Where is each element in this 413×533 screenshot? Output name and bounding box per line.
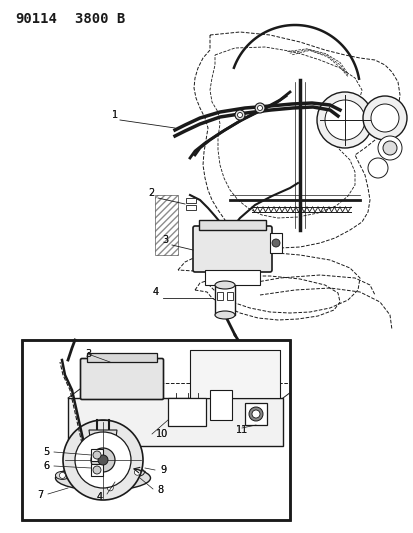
Circle shape xyxy=(257,106,262,110)
Text: 3: 3 xyxy=(161,235,168,245)
Bar xyxy=(0,520,413,533)
Text: 7: 7 xyxy=(37,490,43,500)
Circle shape xyxy=(324,100,364,140)
Text: 8: 8 xyxy=(157,485,163,495)
Bar xyxy=(68,398,282,446)
Text: 5: 5 xyxy=(43,447,49,457)
Text: 10: 10 xyxy=(156,429,168,439)
Text: 5: 5 xyxy=(43,447,49,457)
Ellipse shape xyxy=(214,311,235,319)
Circle shape xyxy=(370,104,398,132)
Text: 3: 3 xyxy=(85,349,91,359)
Text: 1: 1 xyxy=(112,110,118,120)
Circle shape xyxy=(59,472,65,479)
Circle shape xyxy=(93,466,101,474)
Text: 3: 3 xyxy=(161,235,168,245)
Text: 3800 B: 3800 B xyxy=(75,12,125,26)
Circle shape xyxy=(382,141,396,155)
Circle shape xyxy=(63,420,142,500)
Bar xyxy=(244,403,266,425)
Bar xyxy=(91,449,103,461)
Ellipse shape xyxy=(103,484,117,492)
Bar xyxy=(269,233,281,253)
Circle shape xyxy=(377,136,401,160)
Text: 4: 4 xyxy=(153,287,159,297)
Circle shape xyxy=(237,112,242,117)
Circle shape xyxy=(235,110,244,120)
FancyBboxPatch shape xyxy=(192,226,271,272)
Bar xyxy=(22,340,289,520)
Text: 4: 4 xyxy=(97,492,103,502)
Text: 10: 10 xyxy=(156,429,168,439)
Ellipse shape xyxy=(55,465,150,490)
Text: 6: 6 xyxy=(43,461,49,471)
Bar xyxy=(216,292,223,300)
Bar xyxy=(91,464,103,476)
Ellipse shape xyxy=(214,281,235,289)
Text: 3: 3 xyxy=(85,349,91,359)
Text: 6: 6 xyxy=(43,461,49,471)
Text: 90114: 90114 xyxy=(15,12,57,26)
Bar xyxy=(204,270,259,285)
Bar xyxy=(185,198,195,203)
Bar xyxy=(190,350,279,398)
Text: 9: 9 xyxy=(159,465,166,475)
Text: 4: 4 xyxy=(97,492,103,502)
FancyBboxPatch shape xyxy=(80,359,163,400)
Text: 8: 8 xyxy=(157,485,163,495)
Circle shape xyxy=(362,96,406,140)
Bar xyxy=(22,340,289,520)
Ellipse shape xyxy=(130,469,144,477)
Bar xyxy=(87,353,157,362)
Circle shape xyxy=(254,103,264,113)
Bar xyxy=(185,205,195,210)
Ellipse shape xyxy=(55,471,69,479)
Bar xyxy=(22,340,289,520)
Circle shape xyxy=(134,469,140,475)
Text: 2: 2 xyxy=(147,188,154,198)
Text: 1: 1 xyxy=(112,110,118,120)
Circle shape xyxy=(271,239,279,247)
Bar xyxy=(226,292,233,300)
Circle shape xyxy=(316,92,372,148)
Text: 11: 11 xyxy=(235,425,247,435)
Text: 2: 2 xyxy=(147,188,154,198)
Circle shape xyxy=(367,158,387,178)
Text: 4: 4 xyxy=(153,287,159,297)
Circle shape xyxy=(91,448,115,472)
Bar xyxy=(168,398,206,426)
Circle shape xyxy=(248,407,262,421)
Circle shape xyxy=(252,410,259,418)
Bar xyxy=(0,340,22,520)
Text: 9: 9 xyxy=(159,465,166,475)
Bar xyxy=(214,285,235,315)
Circle shape xyxy=(93,451,101,459)
Text: 11: 11 xyxy=(235,425,247,435)
Polygon shape xyxy=(89,430,117,476)
Circle shape xyxy=(98,455,108,465)
Text: 7: 7 xyxy=(37,490,43,500)
Bar xyxy=(209,390,231,420)
Bar xyxy=(199,220,266,230)
Circle shape xyxy=(107,485,113,491)
Circle shape xyxy=(75,432,131,488)
Bar xyxy=(289,340,413,520)
